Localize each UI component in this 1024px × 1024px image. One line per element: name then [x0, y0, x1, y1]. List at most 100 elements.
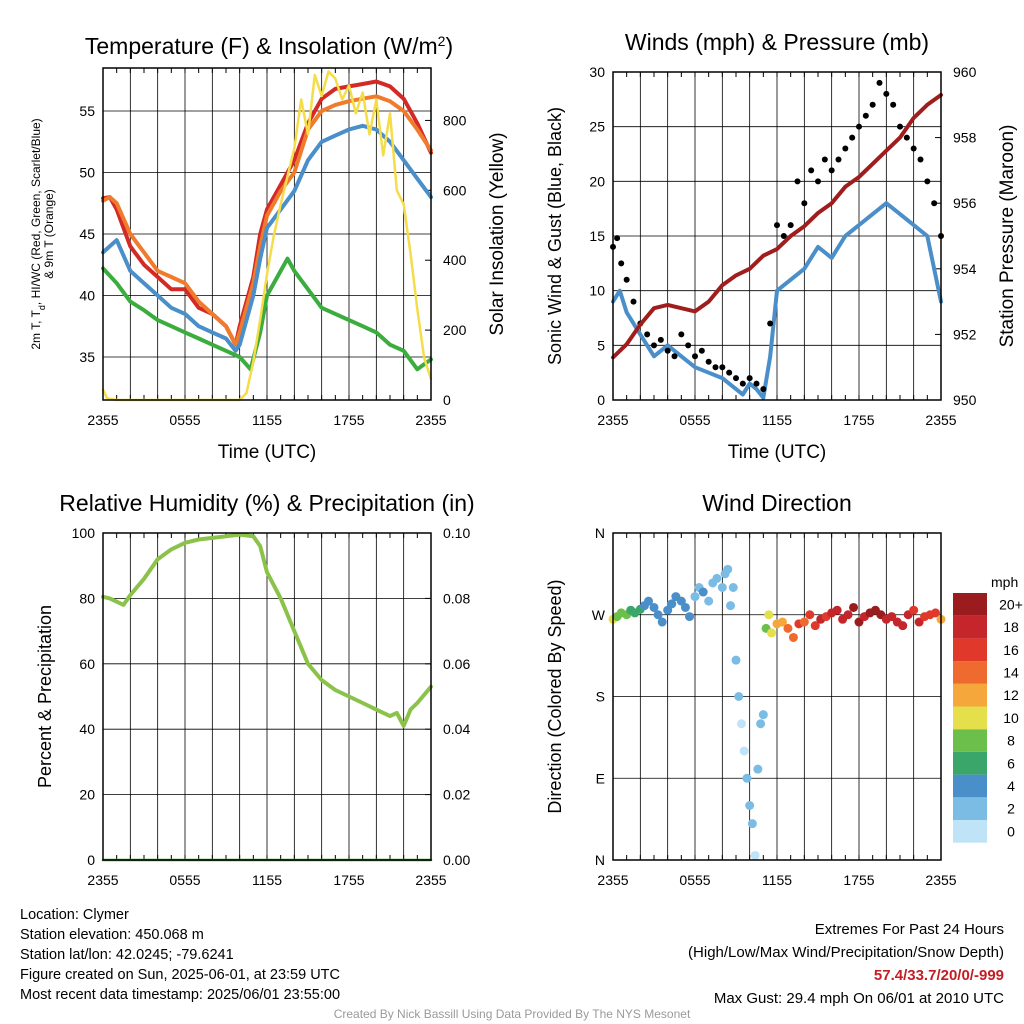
extremes-title: Extremes For Past 24 Hours — [814, 921, 1004, 938]
y2-tick-label: 0 — [443, 392, 451, 408]
wind-direction-point — [726, 601, 736, 611]
y-tick-label: 60 — [79, 656, 95, 672]
gust-point — [712, 364, 719, 371]
gust-point — [671, 353, 678, 360]
gust-point — [733, 375, 739, 382]
y-tick-label: 10 — [589, 283, 605, 299]
x-tick-label: 2355 — [925, 872, 956, 888]
chart-title: Relative Humidity (%) & Precipitation (i… — [59, 490, 474, 516]
wind-direction-point — [712, 573, 722, 583]
gust-point — [767, 320, 774, 327]
wind-direction-point — [777, 617, 787, 627]
credit-text: Created By Nick Bassill Using Data Provi… — [333, 1007, 691, 1021]
y-tick-label: 0 — [87, 852, 95, 868]
colorbar-swatch — [953, 638, 987, 662]
colorbar-swatch — [953, 661, 987, 684]
y-axis-label: Percent & Precipitation — [35, 605, 55, 788]
colorbar-label: 10 — [1003, 710, 1019, 726]
wind-direction-point — [704, 596, 714, 606]
y-tick-label: 20 — [589, 173, 605, 189]
extremes-subtitle: (High/Low/Max Wind/Precipitation/Snow De… — [688, 944, 1004, 961]
y2-tick-label: 0.06 — [443, 656, 470, 672]
colorbar-swatch — [953, 820, 987, 843]
y-tick-label: N — [595, 525, 605, 541]
wind-direction-point — [750, 850, 760, 860]
wind-direction-point — [783, 623, 793, 633]
wind-direction-point — [849, 602, 859, 612]
gust-point — [705, 358, 712, 365]
x-tick-label: 1755 — [843, 872, 874, 888]
x-tick-label: 0555 — [679, 412, 710, 428]
colorbar-swatch — [953, 797, 987, 820]
gust-point — [618, 260, 625, 267]
gust-point — [746, 375, 753, 382]
extremes-info: Extremes For Past 24 Hours (High/Low/Max… — [688, 918, 1004, 1010]
max-gust-text: Max Gust: 29.4 mph On 06/01 at 2010 UTC — [713, 990, 1004, 1007]
location-text: Location: Clymer — [20, 907, 129, 923]
gust-point — [917, 156, 924, 163]
y-tick-label: 5 — [597, 337, 605, 353]
gust-point — [644, 331, 651, 338]
x-tick-label: 2355 — [87, 412, 118, 428]
y2-tick-label: 950 — [953, 392, 977, 408]
wind-direction-point — [767, 628, 777, 638]
y-axis-label: Sonic Wind & Gust (Blue, Black) — [545, 107, 565, 365]
y2-tick-label: 600 — [443, 182, 467, 198]
x-tick-label: 2355 — [87, 872, 118, 888]
elevation-text: Station elevation: 450.068 m — [20, 927, 204, 943]
gust-point — [924, 178, 931, 185]
wind-direction-point — [909, 605, 919, 615]
y2-tick-label: 0.02 — [443, 787, 470, 803]
wind-direction-point — [832, 605, 842, 615]
y2-tick-label: 958 — [953, 130, 977, 146]
y2-tick-label: 956 — [953, 195, 977, 211]
y-tick-label: 15 — [589, 228, 605, 244]
gust-point — [692, 353, 698, 360]
series-line-2 — [611, 93, 943, 360]
plot-frame — [102, 67, 432, 401]
wind-direction-point — [690, 592, 700, 602]
extremes-values: 57.4/33.7/20/0/-999 — [873, 967, 1004, 984]
colorbar-label: 8 — [1007, 733, 1015, 749]
wind-direction-point — [728, 583, 738, 592]
gust-point — [821, 156, 828, 163]
wind-direction-point — [667, 599, 677, 609]
y2-tick-label: 800 — [443, 112, 467, 128]
y2-tick-label: 0.04 — [443, 721, 470, 737]
wind-direction-point — [805, 610, 815, 620]
wind-direction-point — [734, 692, 744, 701]
y2-tick-label: 960 — [953, 64, 977, 80]
gust-point — [739, 380, 746, 387]
station-info: Location: Clymer Station elevation: 450.… — [20, 905, 340, 1005]
y-tick-label: 0 — [597, 392, 605, 408]
gust-point — [698, 347, 705, 354]
gust-point — [651, 342, 657, 349]
wind-direction-point — [758, 710, 768, 720]
wind-direction-point — [887, 612, 897, 622]
colorbar-swatch — [953, 706, 987, 730]
y2-tick-label: 0.00 — [443, 852, 470, 868]
colorbar-swatch — [953, 774, 987, 798]
y2-tick-label: 954 — [953, 261, 977, 277]
wind-direction-point — [747, 819, 757, 829]
wind-direction-point — [742, 773, 752, 783]
x-tick-label: 0555 — [169, 412, 200, 428]
y2-tick-label: 0.10 — [443, 525, 470, 541]
y-tick-label: W — [592, 607, 606, 623]
wind-direction-point — [653, 610, 663, 620]
y-tick-label: N — [595, 852, 605, 868]
y-tick-label: 100 — [72, 525, 96, 541]
wind-direction-point — [649, 602, 659, 612]
y-tick-label: 45 — [79, 226, 95, 242]
gust-point — [931, 200, 938, 207]
colorbar-swatch — [953, 615, 987, 639]
gust-point — [719, 364, 726, 371]
y-axis-label: 2m T, Td, HI/WC (Red, Green, Scarlet/Blu… — [29, 118, 56, 349]
x-tick-label: 1755 — [333, 412, 364, 428]
chart-title: Temperature (F) & Insolation (W/m2) — [85, 33, 453, 59]
colorbar-label: 0 — [1007, 823, 1015, 839]
x-tick-label: 1755 — [333, 872, 364, 888]
plot-frame — [102, 532, 432, 861]
gust-point — [808, 167, 815, 174]
